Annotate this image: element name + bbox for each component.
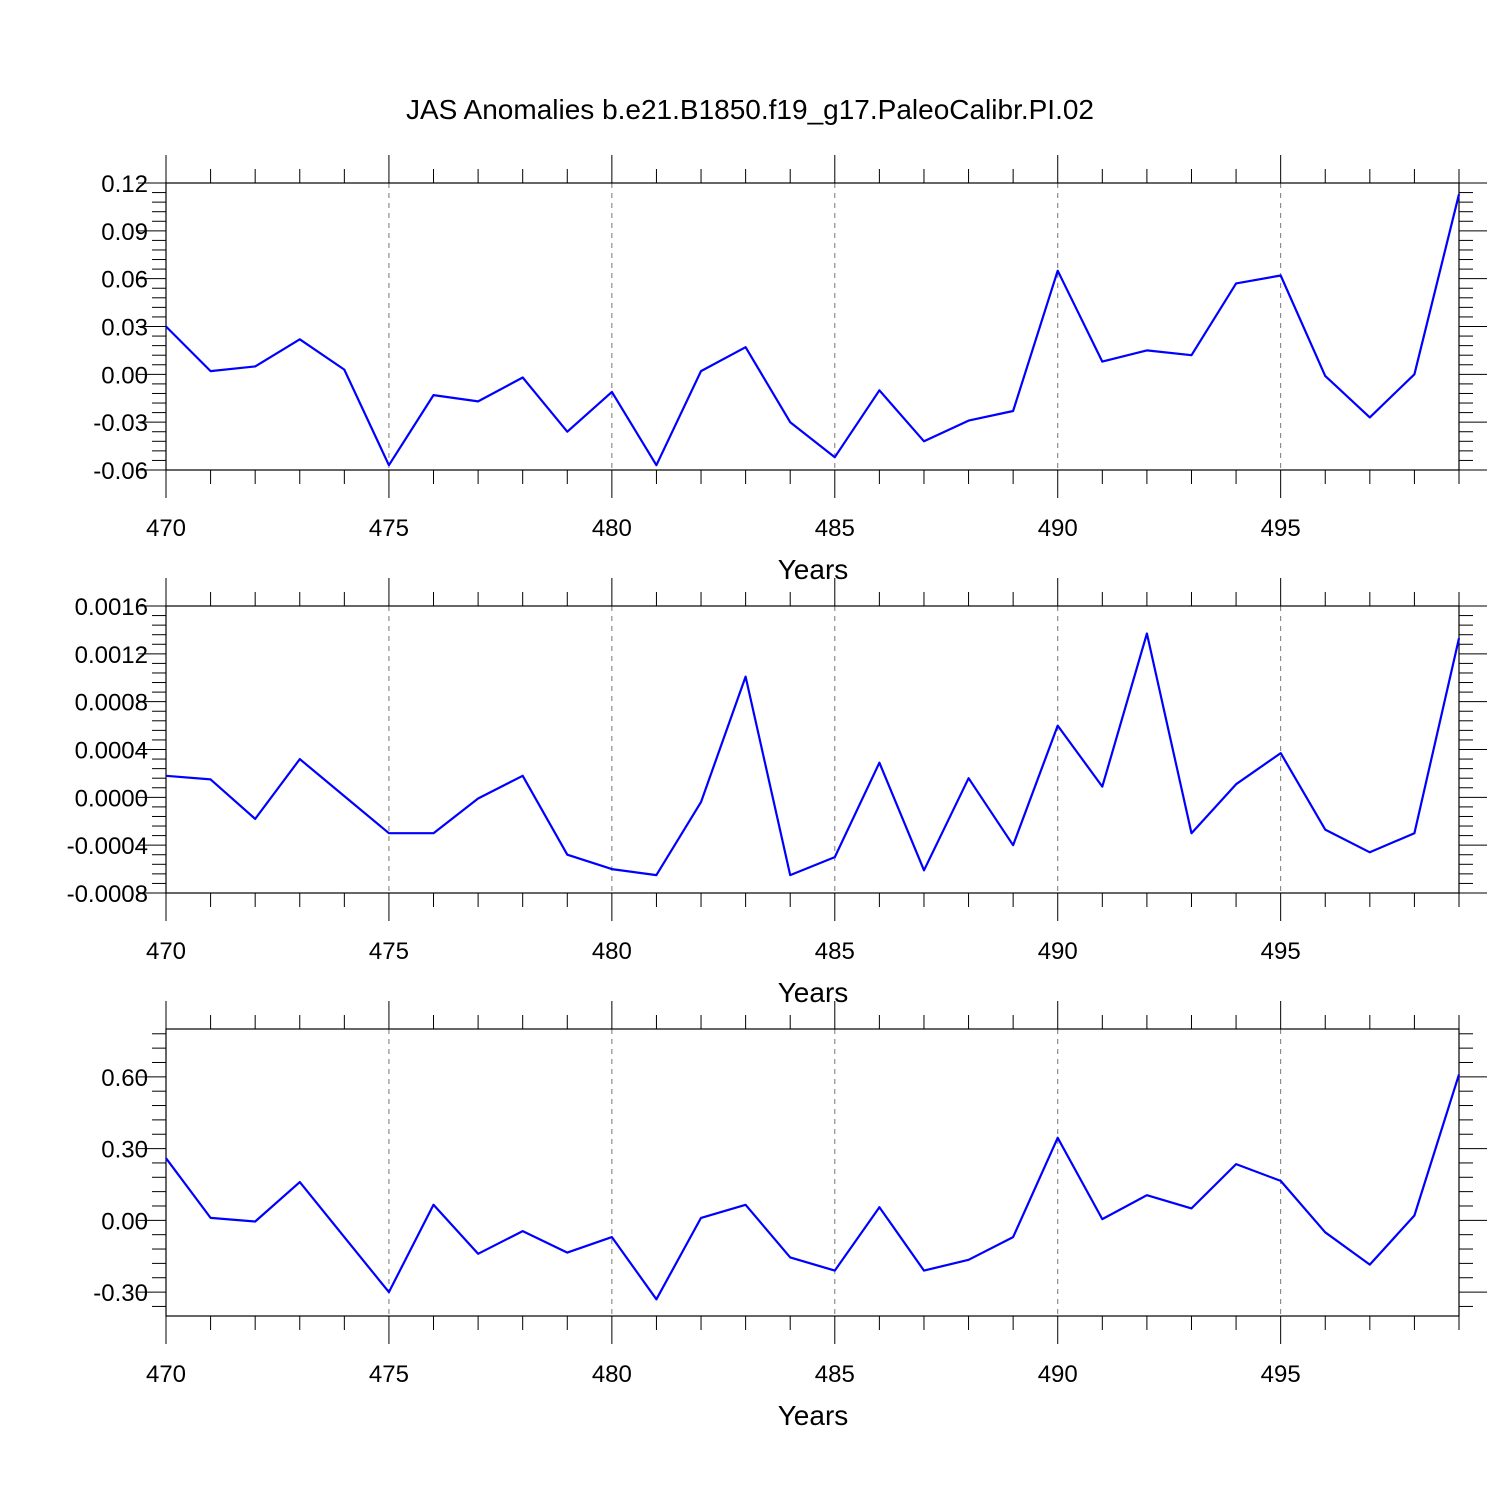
- y-tick-label: 0.0004: [75, 738, 148, 765]
- x-tick-label: 490: [1038, 515, 1078, 542]
- y-axis-label-exponent: 12: [16, 1087, 35, 1106]
- chart-title: JAS Anomalies b.e21.B1850.f19_g17.PaleoC…: [406, 94, 1094, 125]
- y-tick-label: 0.0016: [75, 594, 148, 621]
- plot-frame: [165, 182, 1460, 471]
- y-tick-label: 0.00: [101, 1208, 148, 1235]
- y-axis-label-unit: m: [18, 598, 49, 629]
- chart-panel-3: -0.30 0.00 0.30 0.60 470 475 480 485 490 495 Years…: [16, 1001, 1487, 1431]
- y-tick-label: 0.30: [101, 1137, 148, 1164]
- y-axis-label-exponent: 13: [16, 223, 35, 242]
- x-tick-label: 495: [1261, 938, 1301, 965]
- x-tick-label: 475: [369, 938, 409, 965]
- y-tick-label: -0.06: [93, 458, 148, 485]
- x-tick-label: 485: [815, 1361, 855, 1388]
- x-tick-label: 470: [146, 515, 186, 542]
- x-tick-label: 470: [146, 1361, 186, 1388]
- x-tick-label: 495: [1261, 515, 1301, 542]
- series-line: [165, 193, 1461, 467]
- chart-panel-1: -0.06 -0.03 0.00 0.03 0.06 0.09 0.12 470 475 480 4…: [16, 155, 1487, 585]
- chart-panels: -0.06 -0.03 0.00 0.03 0.06 0.09 0.12 470 475 480 4…: [16, 155, 1487, 1431]
- y-axis-label-unit-exponent: 3: [16, 182, 35, 191]
- y-axis-label-unit-exponent: 3: [16, 589, 35, 598]
- x-tick-label: 480: [592, 515, 632, 542]
- x-axis-label: Years: [778, 1400, 849, 1431]
- y-tick-label: -0.0004: [67, 833, 148, 860]
- y-axis-label-base: Bar Snow Volume 10: [18, 649, 49, 911]
- x-tick-label: 495: [1261, 1361, 1301, 1388]
- series-line: [165, 632, 1461, 877]
- x-tick-label: 480: [592, 938, 632, 965]
- x-tick-label: 470: [146, 938, 186, 965]
- series-line: [165, 1074, 1461, 1301]
- y-axis-label-base: Bar Ice Volume 10: [18, 242, 49, 471]
- x-tick-label: 480: [592, 1361, 632, 1388]
- y-tick-label: 0.00: [101, 362, 148, 389]
- x-tick-label: 475: [369, 1361, 409, 1388]
- x-tick-label: 490: [1038, 938, 1078, 965]
- x-axis-label: Years: [778, 554, 849, 585]
- y-tick-label: 0.0000: [75, 785, 148, 812]
- y-tick-label: 0.0008: [75, 690, 148, 717]
- x-tick-label: 490: [1038, 1361, 1078, 1388]
- x-axis-label: Years: [778, 977, 849, 1008]
- plot-frame: [165, 1028, 1460, 1317]
- y-tick-label: -0.30: [93, 1280, 148, 1307]
- plot-frame: [165, 605, 1460, 894]
- x-tick-label: 485: [815, 515, 855, 542]
- y-axis-label-unit: m: [18, 192, 49, 223]
- y-tick-label: -0.0008: [67, 881, 148, 908]
- y-tick-label: 0.06: [101, 267, 148, 294]
- chart-panel-2: -0.0008 -0.0004 0.0000 0.0004 0.0008 0.0012 0.…: [16, 578, 1487, 1008]
- x-tick-label: 485: [815, 938, 855, 965]
- x-tick-label: 475: [369, 515, 409, 542]
- y-tick-label: 0.12: [101, 171, 148, 198]
- y-axis-label-exponent: 13: [16, 630, 35, 649]
- y-tick-label: 0.03: [101, 315, 148, 342]
- y-tick-label: 0.09: [101, 219, 148, 246]
- y-axis-label: Bar Ice Volume 1013 m3: [16, 182, 49, 470]
- y-axis-label-base: Bar Ice Area 10: [18, 1106, 49, 1299]
- y-axis-label-unit-exponent: 2: [16, 1046, 35, 1055]
- y-tick-label: -0.03: [93, 410, 148, 437]
- y-tick-label: 0.0012: [75, 642, 148, 669]
- y-tick-label: 0.60: [101, 1065, 148, 1092]
- y-axis-label: Bar Ice Area 1012 m2: [16, 1046, 49, 1299]
- y-axis-label-unit: m: [18, 1056, 49, 1087]
- y-axis-label: Bar Snow Volume 1013 m3: [16, 589, 49, 910]
